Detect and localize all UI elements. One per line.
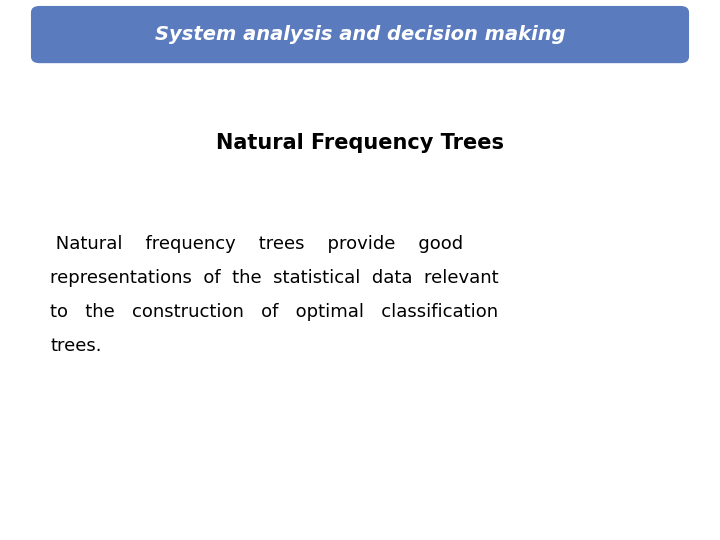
FancyBboxPatch shape (31, 6, 689, 63)
Text: to   the   construction   of   optimal   classification: to the construction of optimal classific… (50, 303, 498, 321)
Text: Natural Frequency Trees: Natural Frequency Trees (216, 133, 504, 153)
Text: System analysis and decision making: System analysis and decision making (155, 25, 565, 44)
Text: Natural    frequency    trees    provide    good: Natural frequency trees provide good (50, 235, 464, 253)
Text: representations  of  the  statistical  data  relevant: representations of the statistical data … (50, 269, 499, 287)
Text: trees.: trees. (50, 337, 102, 355)
